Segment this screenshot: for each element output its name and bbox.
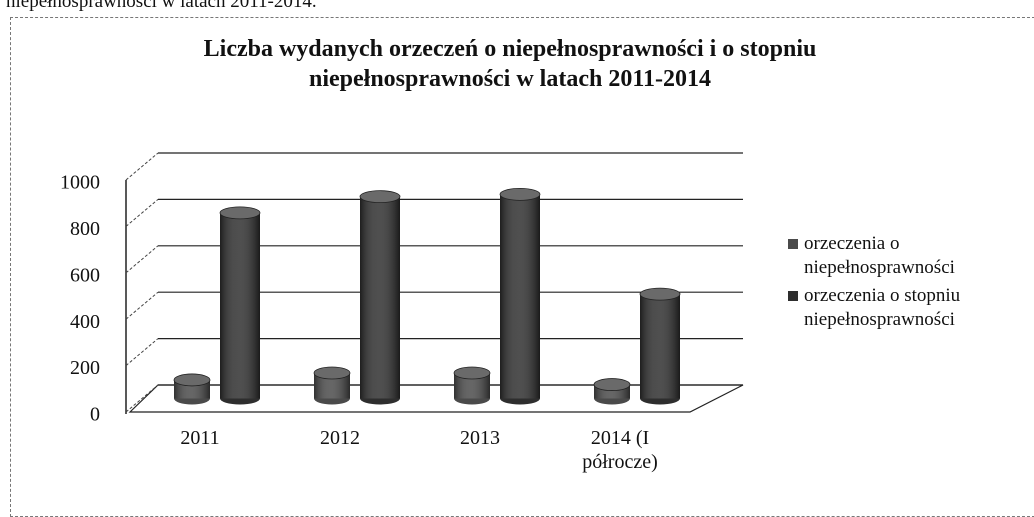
cylinder-top <box>313 366 351 380</box>
header-text: niepełnosprawności w latach 2011-2014. <box>6 0 317 12</box>
legend-item: orzeczenia o niepełnosprawności <box>786 232 986 280</box>
cylinder-shade <box>500 194 540 399</box>
cylinder <box>219 206 261 405</box>
grid-depth-line <box>125 338 159 366</box>
cylinder <box>173 373 211 405</box>
chart: 0 200 400 600 800 1000 <box>60 152 744 426</box>
y-tick-label: 0 <box>90 404 100 426</box>
cylinder <box>313 366 351 405</box>
legend-label: orzeczenia o stopniu niepełnosprawności <box>804 285 961 330</box>
chart-title: Liczba wydanych orzeczeń o niepełnospraw… <box>203 36 817 92</box>
y-tick-label: 800 <box>70 218 100 240</box>
grid-depth-line <box>125 152 159 181</box>
cylinder-shade <box>220 212 260 399</box>
legend-item: orzeczenia o stopniu niepełnosprawności <box>786 284 986 332</box>
cylinder <box>639 287 681 405</box>
cylinder <box>593 378 631 405</box>
legend-swatch <box>788 291 798 301</box>
cylinder-top <box>173 373 211 387</box>
cylinder-top <box>499 187 541 201</box>
y-tick-label: 200 <box>70 357 100 379</box>
cylinder <box>359 190 401 405</box>
cylinder-top <box>639 287 681 301</box>
grid-depth-line <box>125 384 159 413</box>
y-tick-label: 400 <box>70 311 100 333</box>
grid-depth-line <box>125 245 159 274</box>
x-tick-label: 2011 <box>180 427 220 449</box>
grid-depth-line <box>125 291 159 320</box>
x-tick-label: 2013 <box>460 427 500 449</box>
cylinder-top <box>453 366 491 380</box>
cylinder-shade <box>360 196 400 399</box>
y-tick-label: 1000 <box>60 172 100 194</box>
cylinder-top <box>219 206 261 220</box>
cylinder <box>499 187 541 405</box>
legend-label: orzeczenia o niepełnosprawności <box>804 233 955 278</box>
cylinder-shade <box>640 294 680 399</box>
legend: orzeczenia o niepełnosprawności orzeczeni… <box>786 232 986 336</box>
x-tick-label: 2014 (I półrocze) <box>582 427 658 473</box>
cylinder-top <box>593 378 631 391</box>
x-tick-label: 2012 <box>320 427 360 449</box>
y-tick-label: 600 <box>70 264 100 286</box>
cylinder <box>453 366 491 405</box>
cylinder-top <box>359 190 401 204</box>
page: niepełnosprawności w latach 2011-2014. L… <box>6 0 1034 517</box>
grid-depth-line <box>125 199 159 227</box>
legend-swatch <box>788 239 798 249</box>
